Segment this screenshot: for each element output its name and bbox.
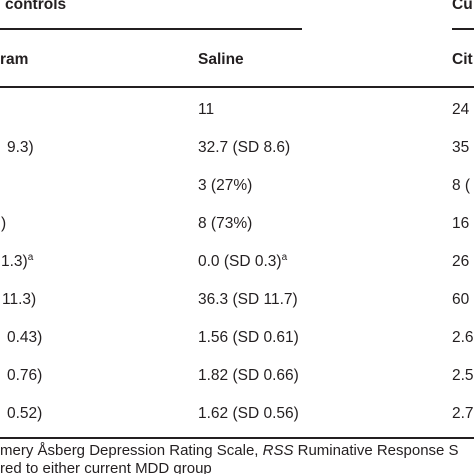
table-cell-saline: 1.56 (SD 0.61) [198,329,299,346]
table-cell-current: 26 [452,253,470,270]
group-rule-controls [0,28,302,30]
footnote-marker: a [281,252,288,263]
table-cell-saline: 0.0 (SD 0.3)a [198,252,288,271]
table-cell-current: 60 [452,291,470,308]
table-cell-saline: 8 (73%) [198,215,253,232]
footnote-marker: a [27,252,34,263]
column-header-3: Cit [452,51,473,68]
bottom-rule [0,437,474,439]
header-rule [0,86,474,88]
table-cell-first: ) [1,215,7,232]
footnote-abbreviation: RSS [262,442,294,459]
table-cell-first: 11.3) [2,291,37,308]
table-cell-current: 8 ( [452,177,471,194]
group-header-controls: controls [5,0,67,13]
table-cell-first: 0.52) [7,405,43,422]
table-cell-saline: 32.7 (SD 8.6) [198,139,291,156]
group-header-current: Cu [452,0,473,13]
footnote-line-2: red to either current MDD group [0,460,212,474]
table-cell-saline: 3 (27%) [198,177,253,194]
table-cell-current: 16 [452,215,470,232]
table-cell-saline: 1.82 (SD 0.66) [198,367,299,384]
table-cell-current: 2.7 [452,405,474,422]
table-cell-saline: 11 [198,101,215,118]
table-cell-current: 2.5 [452,367,474,384]
footnote-line-1: mery Åsberg Depression Rating Scale, RSS… [0,442,459,459]
table-cell-saline: 1.62 (SD 0.56) [198,405,299,422]
column-header-1: ram [0,51,29,68]
table-cell-current: 35 [452,139,470,156]
table-cell-current: 24 [452,101,470,118]
group-rule-current [452,28,474,30]
table-cell-first: 9.3) [7,139,34,156]
column-header-saline: Saline [198,51,244,68]
table-cell-saline: 36.3 (SD 11.7) [198,291,298,308]
table-cell-first: 0.43) [7,329,43,346]
table-cell-current: 2.6 [452,329,474,346]
table-cell-first: 0.76) [7,367,43,384]
table-cell-first: 1.3)a [1,252,34,271]
